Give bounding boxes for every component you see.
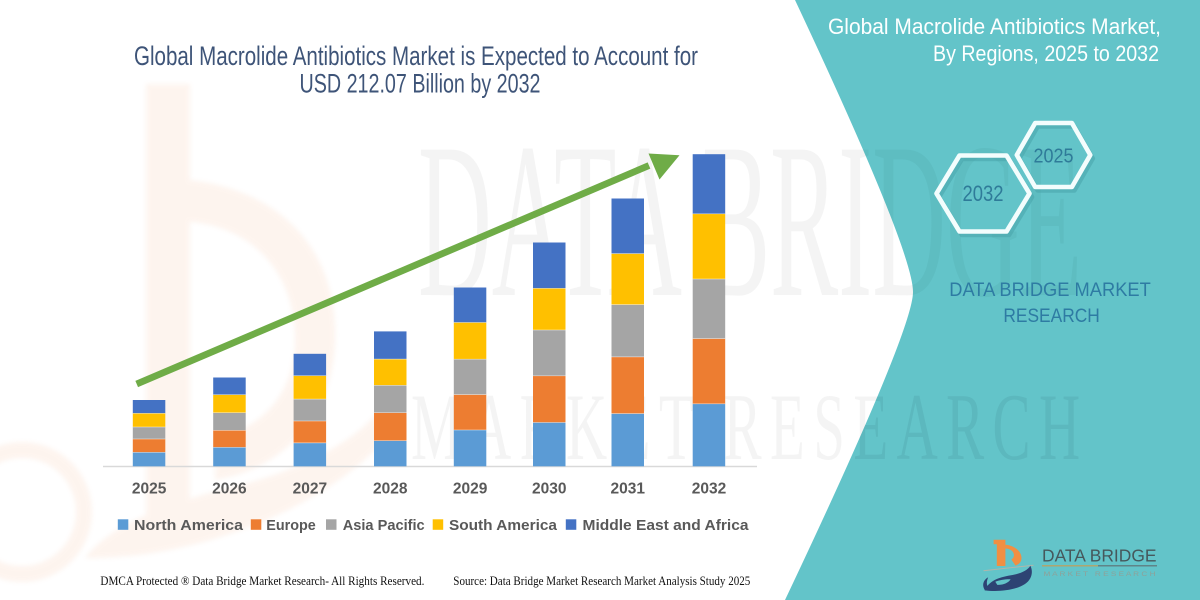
svg-text:2030: 2030: [532, 481, 566, 498]
svg-text:2031: 2031: [611, 481, 646, 498]
svg-text:2025: 2025: [1034, 146, 1074, 168]
svg-text:DMCA Protected ® Data Bridge M: DMCA Protected ® Data Bridge Market Rese…: [100, 573, 424, 588]
svg-text:DATA BRIDGE: DATA BRIDGE: [1042, 546, 1157, 566]
svg-text:2028: 2028: [373, 481, 408, 498]
svg-text:2026: 2026: [212, 481, 247, 498]
svg-text:North America: North America: [134, 517, 244, 534]
svg-text:2027: 2027: [293, 481, 327, 498]
svg-text:RESEARCH: RESEARCH: [1003, 305, 1099, 327]
svg-text:Source: Data Bridge Market Res: Source: Data Bridge Market Research Mark…: [453, 573, 750, 588]
svg-text:USD 212.07 Billion by 2032: USD 212.07 Billion by 2032: [300, 69, 541, 99]
svg-text:Global Macrolide Antibiotics M: Global Macrolide Antibiotics Market is E…: [134, 41, 698, 71]
svg-text:2025: 2025: [132, 481, 167, 498]
svg-text:South America: South America: [449, 517, 558, 534]
svg-text:Europe: Europe: [266, 517, 316, 534]
svg-text:M A R K E T R E S E A R C H: M A R K E T R E S E A R C H: [1044, 571, 1156, 578]
svg-text:Global Macrolide Antibiotics M: Global Macrolide Antibiotics Market,: [828, 14, 1161, 39]
svg-text:Middle East and Africa: Middle East and Africa: [583, 517, 750, 534]
svg-text:2032: 2032: [963, 181, 1004, 206]
svg-text:DATA BRIDGE MARKET: DATA BRIDGE MARKET: [949, 279, 1151, 301]
svg-text:By Regions, 2025 to 2032: By Regions, 2025 to 2032: [933, 41, 1159, 66]
svg-text:Asia Pacific: Asia Pacific: [343, 517, 425, 534]
svg-text:2032: 2032: [692, 481, 726, 498]
svg-text:2029: 2029: [453, 481, 488, 498]
